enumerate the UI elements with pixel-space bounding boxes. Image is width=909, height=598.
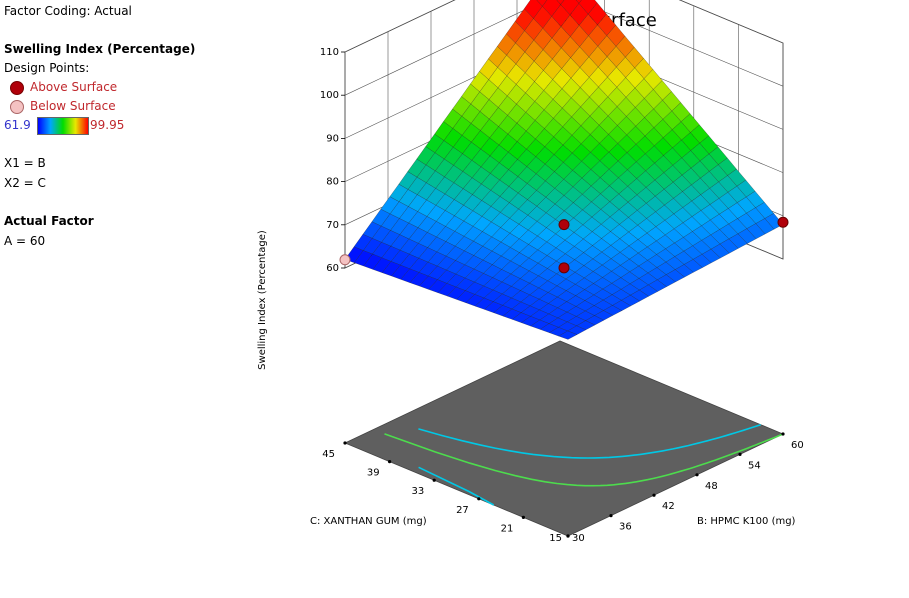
contour-line-64 <box>418 466 495 506</box>
surface-cell <box>556 0 565 5</box>
b-tick <box>781 432 785 436</box>
z-tick-label: 60 <box>326 263 339 274</box>
z-tick-label: 90 <box>326 133 339 144</box>
b-tick-label: 60 <box>791 440 804 451</box>
x1-assignment: X1 = B <box>4 156 46 170</box>
b-tick-label: 42 <box>662 501 675 512</box>
above-surface-point <box>558 219 570 231</box>
below-surface-marker <box>10 100 24 114</box>
c-tick <box>432 478 436 482</box>
floor-plane <box>344 340 784 537</box>
z-tick-label: 100 <box>320 90 339 101</box>
contour-line-68 <box>384 433 784 487</box>
below-surface-label: Below Surface <box>30 99 116 113</box>
design-points-layer <box>339 216 789 274</box>
c-tick <box>521 515 526 520</box>
y-axis-label: C: XANTHAN GUM (mg) <box>310 516 427 527</box>
x-axis-label: B: HPMC K100 (mg) <box>697 516 796 527</box>
b-tick <box>738 452 742 456</box>
above-surface-point <box>558 262 570 274</box>
scale-max-label: 99.95 <box>90 118 125 132</box>
z-tick-label: 80 <box>326 177 339 188</box>
b-tick-label: 54 <box>748 460 761 471</box>
c-tick-label: 27 <box>456 505 469 516</box>
z-tick-label: 110 <box>320 47 339 58</box>
contour-line-72 <box>418 423 761 459</box>
c-tick-label: 15 <box>549 533 562 544</box>
c-tick <box>343 441 347 445</box>
factor-coding-label: Factor Coding: Actual <box>4 4 132 18</box>
b-tick <box>652 493 656 497</box>
c-tick <box>388 460 392 464</box>
c-tick-label: 39 <box>367 468 380 479</box>
c-tick-label: 21 <box>501 523 514 534</box>
c-tick-label: 45 <box>322 449 335 460</box>
b-tick <box>609 514 613 518</box>
z-gridline <box>344 0 784 96</box>
floor-polygon <box>344 340 784 537</box>
c-tick <box>566 534 570 538</box>
color-scale-bar <box>37 117 89 135</box>
c-tick <box>477 497 481 501</box>
actual-factor-title: Actual Factor <box>4 214 94 228</box>
surface-cell <box>558 330 578 340</box>
z-tick-label: 70 <box>326 220 339 231</box>
response-surface <box>344 0 784 340</box>
b-tick <box>695 473 699 477</box>
b-tick-label: 48 <box>705 481 718 492</box>
axes-layer: 60 70 80 90 100 110 30 36 42 48 54 60 15 21 27 33 39 45 Sw… <box>257 47 804 544</box>
surface-cell <box>575 0 582 4</box>
c-tick-label: 33 <box>411 486 424 497</box>
x2-assignment: X2 = C <box>4 176 46 190</box>
z-gridline <box>344 0 784 53</box>
scale-min-label: 61.9 <box>4 118 31 132</box>
b-tick-label: 30 <box>572 533 585 544</box>
above-surface-point <box>777 216 789 228</box>
z-axis-label: Swelling Index (Percentage) <box>257 230 268 370</box>
surface-cell <box>536 0 548 7</box>
response-title: Swelling Index (Percentage) <box>4 42 196 56</box>
above-surface-marker <box>10 81 24 95</box>
below-surface-point <box>339 254 351 266</box>
design-points-label: Design Points: <box>4 61 90 75</box>
above-surface-label: Above Surface <box>30 80 118 94</box>
b-tick-label: 36 <box>619 522 632 533</box>
actual-factor-value: A = 60 <box>4 234 46 248</box>
